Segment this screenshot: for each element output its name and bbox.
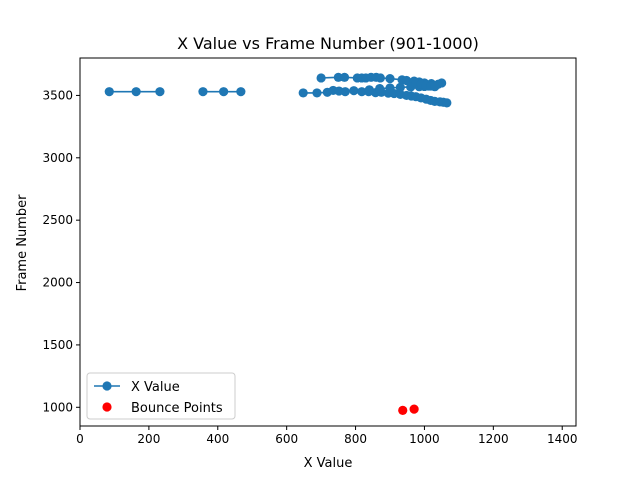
data-point (442, 98, 452, 108)
x-tick-label: 1000 (409, 432, 440, 446)
x-tick-label: 1200 (478, 432, 509, 446)
data-point (312, 88, 322, 98)
x-tick-label: 0 (76, 432, 84, 446)
bounce-point (398, 405, 408, 416)
series-0 (104, 72, 452, 108)
data-point (131, 87, 141, 97)
data-point (339, 72, 350, 82)
data-point (430, 82, 440, 92)
y-tick-label: 2500 (42, 213, 73, 227)
data-layer (104, 72, 452, 416)
data-point (198, 87, 208, 97)
data-point (340, 87, 350, 97)
axes: 0 200 400 600 800 1000 1200 1400 1000 1500 2000 250… (42, 57, 578, 446)
legend-label: Bounce Points (131, 401, 223, 416)
data-point (316, 73, 326, 83)
y-tick-label: 3500 (42, 88, 73, 102)
y-tick-label: 3000 (42, 151, 73, 165)
data-point (375, 73, 385, 83)
data-point (385, 73, 395, 84)
y-tick-label: 1000 (42, 400, 73, 414)
legend-marker (102, 381, 112, 391)
data-point (219, 87, 229, 97)
x-tick-label: 600 (275, 432, 298, 446)
legend-marker (102, 402, 112, 412)
data-point (385, 83, 395, 93)
axes-frame (79, 57, 577, 427)
data-point (298, 88, 308, 98)
data-point (357, 87, 367, 97)
series-1 (398, 404, 419, 416)
legend-box (86, 372, 236, 420)
data-point (364, 85, 374, 95)
x-tick-label: 1400 (547, 432, 578, 446)
y-axis-label: Frame Number (15, 194, 30, 292)
legend-label: X Value (131, 380, 180, 395)
y-tick-label: 2000 (42, 276, 73, 290)
chart-title: X Value vs Frame Number (901-1000) (177, 34, 479, 53)
x-tick-label: 200 (137, 432, 160, 446)
legend-entry-0: X Value (94, 380, 180, 395)
data-point (375, 83, 385, 94)
x-tick-label: 800 (344, 432, 367, 446)
plot-area (104, 72, 452, 416)
legend-entry-1: Bounce Points (102, 401, 223, 416)
x-tick-label: 400 (206, 432, 229, 446)
data-point (155, 87, 165, 97)
legend: X Value Bounce Points (86, 372, 236, 420)
bounce-point (409, 404, 419, 414)
data-point (104, 87, 114, 97)
data-point (236, 87, 246, 97)
data-point (349, 86, 359, 96)
y-tick-label: 1500 (42, 338, 73, 352)
x-axis-label: X Value (304, 456, 353, 471)
data-point (395, 82, 405, 92)
